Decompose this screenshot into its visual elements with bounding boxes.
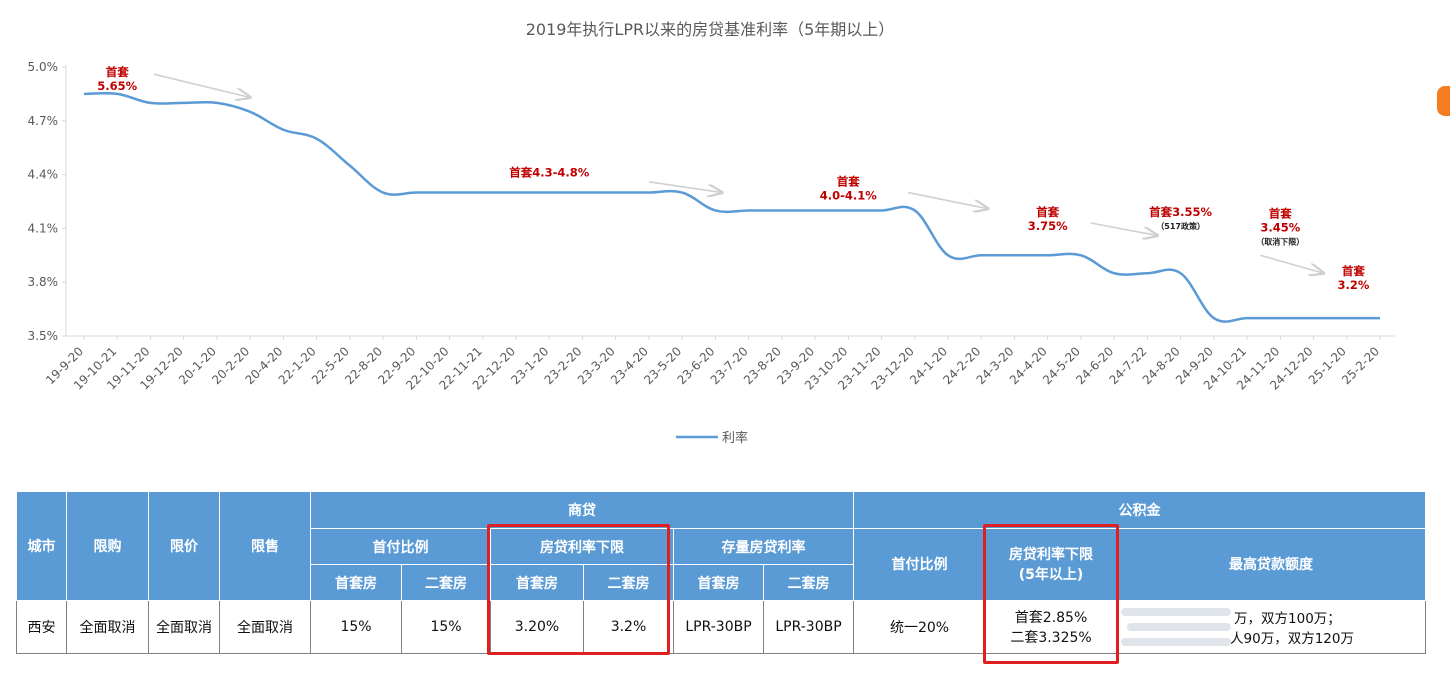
header-pf-rate-floor-line1: 房贷利率下限 — [1009, 547, 1094, 564]
blurred-text-bar — [1127, 622, 1232, 631]
cell-max-loan: 万，双方100万； 人90万，双方120万 — [1116, 599, 1427, 655]
header-down-payment: 首付比例 — [310, 528, 491, 566]
blurred-text-bar — [1121, 637, 1232, 646]
annotation-label: 首套 — [1269, 207, 1292, 221]
annotation-arrow — [907, 191, 988, 209]
header-existing-second: 二套房 — [762, 564, 855, 601]
header-existing-rate: 存量房贷利率 — [672, 528, 855, 566]
header-existing-first: 首套房 — [673, 564, 764, 601]
cell-pf-rate-line2: 二套3.325% — [1010, 629, 1092, 646]
header-rate-floor: 房贷利率下限 — [490, 528, 674, 566]
legend-label: 利率 — [722, 430, 748, 446]
series-line-利率 — [83, 91, 1380, 323]
side-widget-icon[interactable] — [1437, 86, 1450, 116]
annotation-label: 首套 — [106, 65, 129, 79]
header-floor-second: 二套房 — [583, 564, 674, 601]
blurred-text-bar — [1121, 607, 1232, 616]
header-down-second: 二套房 — [401, 564, 491, 601]
cell-max-loan-line1: 万，双方100万； — [1234, 610, 1341, 627]
y-tick-label: 3.5% — [28, 329, 59, 343]
cell-floor-first: 3.20% — [490, 599, 584, 655]
cell-existing-first: LPR-30BP — [673, 599, 764, 655]
cell-down-second: 15% — [401, 599, 491, 655]
annotation-arrow — [1260, 254, 1323, 273]
annotation-label: 首套3.55% — [1149, 205, 1212, 219]
header-commercial-loan: 商贷 — [309, 490, 855, 530]
annotation-label: 3.2% — [1337, 278, 1369, 292]
policy-table: 城市 限购 限价 限售 商贷 公积金 首付比例 房贷利率下限 存量房贷利率 首付… — [16, 490, 1427, 655]
annotation-arrow — [648, 180, 722, 193]
header-provident-fund: 公积金 — [853, 490, 1427, 530]
annotation-arrow — [1090, 222, 1157, 236]
chart: 2019年执行LPR以来的房贷基准利率（5年期以上） 5.0% 4.7% 4.4% 4… — [28, 20, 1395, 446]
y-tick-label: 4.1% — [28, 221, 59, 235]
cell-floor-second: 3.2% — [583, 599, 674, 655]
header-pf-rate-floor: 房贷利率下限 (5年以上) — [985, 528, 1118, 601]
header-city: 城市 — [16, 491, 67, 601]
annotation-label: 首套 — [1036, 205, 1059, 219]
cell-price-limit: 全面取消 — [148, 599, 220, 655]
annotation-label: 首套 — [1342, 264, 1365, 278]
annotation-arrow — [153, 73, 250, 97]
annotation-label: 3.45% — [1260, 221, 1300, 235]
y-tick-label: 4.7% — [28, 114, 59, 128]
cell-max-loan-line2: 人90万，双方120万 — [1230, 630, 1354, 647]
header-down-first: 首套房 — [310, 564, 402, 601]
header-pf-down-payment: 首付比例 — [853, 528, 987, 601]
annotation-label: 首套4.3-4.8% — [509, 165, 590, 179]
policy-table-container: 城市 限购 限价 限售 商贷 公积金 首付比例 房贷利率下限 存量房贷利率 首付… — [16, 490, 1427, 664]
cell-pf-down: 统一20% — [853, 599, 987, 655]
header-price-limit: 限价 — [148, 491, 220, 601]
cell-city: 西安 — [16, 599, 67, 655]
annotation-label: 5.65% — [97, 79, 137, 93]
cell-sale-limit: 全面取消 — [219, 599, 311, 655]
chart-title: 2019年执行LPR以来的房贷基准利率（5年期以上） — [525, 20, 895, 39]
header-pf-rate-floor-line2: (5年以上) — [1018, 567, 1084, 584]
y-tick-label: 5.0% — [28, 60, 59, 74]
header-max-loan: 最高贷款额度 — [1116, 528, 1427, 601]
cell-purchase-limit: 全面取消 — [66, 599, 149, 655]
header-sale-limit: 限售 — [219, 491, 311, 601]
annotation-sublabel: （取消下限） — [1256, 237, 1304, 247]
line-chart-svg: 5.0%4.7%4.4%4.1%3.8%3.5%19-9-2019-10-211… — [28, 60, 1395, 446]
cell-existing-second: LPR-30BP — [762, 599, 855, 655]
table-row: 西安 全面取消 全面取消 全面取消 15% 15% 3.20% 3.2% LPR… — [16, 599, 1427, 655]
cell-pf-rate: 首套2.85% 二套3.325% — [985, 599, 1118, 655]
y-tick-label: 3.8% — [28, 275, 59, 289]
cell-down-first: 15% — [310, 599, 402, 655]
annotation-label: 首套 — [837, 174, 860, 188]
cell-pf-rate-line1: 首套2.85% — [1014, 609, 1088, 626]
annotation-label: 4.0-4.1% — [820, 188, 878, 202]
annotation-label: 3.75% — [1028, 219, 1068, 233]
header-floor-first: 首套房 — [490, 564, 584, 601]
header-purchase-limit: 限购 — [66, 491, 149, 601]
y-tick-label: 4.4% — [28, 168, 59, 182]
annotation-sublabel: （517政策） — [1156, 221, 1205, 231]
x-tick-label: 25-2-20 — [1339, 344, 1382, 387]
